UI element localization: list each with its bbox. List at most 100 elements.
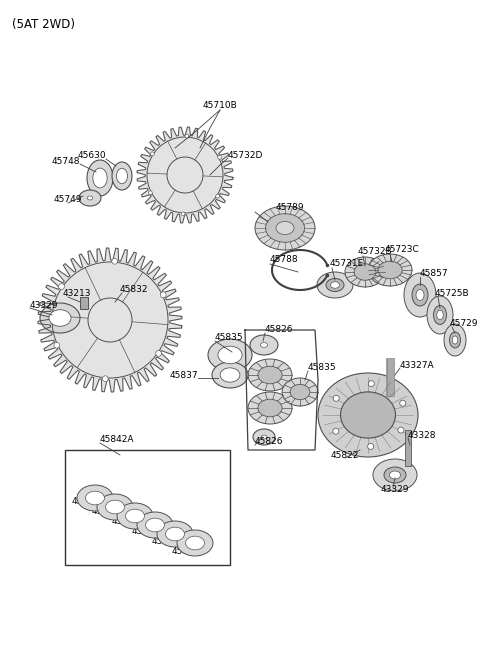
Text: 45835: 45835 [92,508,120,516]
Ellipse shape [389,471,400,479]
Ellipse shape [208,339,252,371]
Bar [405,430,411,466]
Ellipse shape [412,284,428,306]
Circle shape [216,194,220,198]
Text: 43213: 43213 [63,289,92,298]
Ellipse shape [85,491,105,505]
Ellipse shape [218,346,242,364]
Ellipse shape [317,272,353,298]
Ellipse shape [117,169,128,184]
Ellipse shape [416,289,424,300]
Ellipse shape [248,392,292,424]
Circle shape [59,283,64,289]
Circle shape [333,396,339,401]
Ellipse shape [93,168,107,188]
Ellipse shape [87,196,93,200]
Ellipse shape [186,536,204,550]
Circle shape [156,350,161,356]
Text: 45729: 45729 [450,319,479,327]
Ellipse shape [404,273,436,317]
Text: 43329: 43329 [381,485,409,495]
Text: 43329: 43329 [30,300,59,310]
Text: 45835: 45835 [215,333,244,342]
Ellipse shape [290,384,310,400]
Ellipse shape [137,512,173,538]
Text: 45748: 45748 [51,157,80,167]
Ellipse shape [449,332,460,348]
Polygon shape [137,127,233,223]
Circle shape [398,427,404,433]
Ellipse shape [378,261,402,279]
Ellipse shape [261,435,267,439]
Bar [386,358,394,396]
Text: 45835: 45835 [132,527,161,537]
Circle shape [102,376,108,382]
Ellipse shape [444,324,466,356]
Ellipse shape [368,254,412,286]
Ellipse shape [276,221,294,235]
Text: 45835: 45835 [72,497,101,506]
Ellipse shape [112,162,132,190]
Ellipse shape [117,503,153,529]
Ellipse shape [166,527,184,541]
Circle shape [112,258,118,264]
Text: 45835: 45835 [172,548,201,556]
Ellipse shape [77,485,113,511]
Ellipse shape [433,306,446,325]
Bar [80,297,88,309]
Ellipse shape [265,214,304,242]
Ellipse shape [87,160,113,196]
Text: 45630: 45630 [77,152,106,161]
Ellipse shape [97,494,133,520]
Text: 45789: 45789 [276,203,304,213]
Ellipse shape [40,303,80,333]
Ellipse shape [258,400,282,417]
Text: 45835: 45835 [308,363,336,373]
Circle shape [181,212,185,216]
Text: 45732D: 45732D [228,150,264,159]
Text: 45725B: 45725B [435,289,469,298]
Text: 45788: 45788 [270,255,299,264]
Ellipse shape [49,310,71,326]
Text: 45832: 45832 [120,285,148,295]
Text: 45835: 45835 [152,537,180,546]
Circle shape [150,152,154,155]
Ellipse shape [282,378,318,406]
Text: 45857: 45857 [420,268,449,277]
Ellipse shape [106,500,124,514]
Text: 45710B: 45710B [203,100,238,110]
Circle shape [400,400,406,406]
Text: 45822: 45822 [331,451,359,459]
Ellipse shape [220,368,240,382]
Circle shape [368,443,373,449]
Text: 45723C: 45723C [385,245,420,255]
Text: 45826: 45826 [255,438,284,447]
Ellipse shape [157,521,193,547]
Circle shape [185,134,189,138]
Ellipse shape [427,296,453,334]
Ellipse shape [261,342,267,348]
Ellipse shape [345,257,385,287]
Text: 43328: 43328 [408,430,436,440]
Polygon shape [38,248,182,392]
Circle shape [160,292,166,298]
Ellipse shape [452,336,458,344]
Text: (5AT 2WD): (5AT 2WD) [12,18,75,31]
Circle shape [148,191,152,195]
Text: 45835: 45835 [112,518,141,527]
Ellipse shape [126,509,144,523]
Text: 45837: 45837 [169,371,198,380]
Ellipse shape [253,429,275,445]
Ellipse shape [250,335,278,355]
Ellipse shape [437,310,443,319]
Circle shape [54,342,60,348]
Circle shape [368,380,374,386]
Circle shape [218,155,222,159]
Ellipse shape [177,530,213,556]
Ellipse shape [373,459,417,491]
Ellipse shape [318,373,418,457]
Ellipse shape [340,392,396,438]
Ellipse shape [248,359,292,391]
Circle shape [333,428,339,434]
Text: 45842A: 45842A [100,436,134,445]
